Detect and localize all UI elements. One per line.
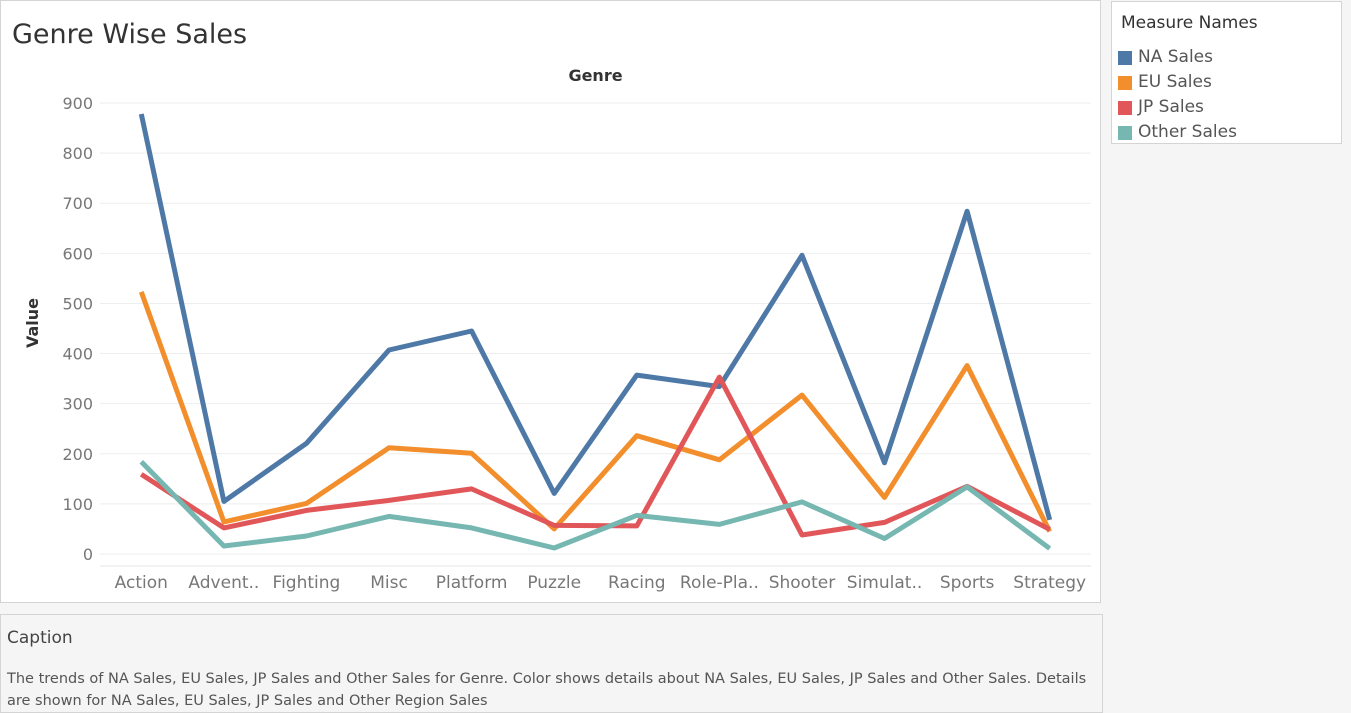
legend-label-other-sales: Other Sales [1138,122,1237,142]
legend-label-na-sales: NA Sales [1138,47,1213,67]
line-chart: 900 800 700 600 500 400 300 200 100 0 Action Advent… [23,66,1091,593]
x-tick-label: Shooter [769,573,835,593]
legend-swatch-na-sales [1118,51,1132,65]
y-tick-label: 100 [62,495,93,514]
y-tick-label: 500 [62,294,93,313]
x-tick-label: Simulat.. [847,573,922,593]
series-line-other-sales [139,460,1052,551]
x-tick-label: Strategy [1013,573,1086,593]
legend-item-jp-sales[interactable]: JP Sales [1118,97,1338,119]
y-tick-label: 800 [62,144,93,163]
y-tick-label: 300 [62,395,93,414]
x-tick-label: Role-Pla.. [680,573,759,593]
x-tick-label: Advent.. [188,573,259,593]
legend-swatch-eu-sales [1118,76,1132,90]
x-tick-label: Platform [436,573,508,593]
legend-swatch-other-sales [1118,126,1132,140]
x-axis-title: Genre [568,66,622,85]
x-tick-label: Misc [370,573,408,593]
legend-label-jp-sales: JP Sales [1138,97,1204,117]
y-tick-label: 0 [83,545,93,564]
chart-panel: Genre Wise Sales 900 800 700 600 500 400 300 20… [0,0,1101,603]
y-tick-label: 200 [62,445,93,464]
legend-item-na-sales[interactable]: NA Sales [1118,47,1338,69]
series-line-eu-sales [138,291,1052,533]
x-tick-label: Action [115,573,168,593]
legend-title: Measure Names [1121,13,1258,33]
x-tick-label: Fighting [273,573,341,593]
series-line-na-sales [138,113,1053,521]
legend-panel: Measure Names NA Sales EU Sales JP Sales… [1111,1,1342,144]
y-tick-label: 700 [62,194,93,213]
x-tick-label: Racing [608,573,666,593]
y-tick-label: 400 [62,345,93,364]
x-tick-label: Puzzle [527,573,581,593]
legend-label-eu-sales: EU Sales [1138,72,1212,92]
y-tick-label: 600 [62,244,93,263]
series-line-jp-sales [139,374,1051,538]
caption-panel: Caption The trends of NA Sales, EU Sales… [0,614,1103,713]
chart-title: Genre Wise Sales [12,19,248,50]
y-axis-title: Value [23,298,42,348]
legend-swatch-jp-sales [1118,101,1132,115]
y-tick-label: 900 [62,94,93,113]
caption-text: The trends of NA Sales, EU Sales, JP Sal… [7,671,1087,709]
legend-item-eu-sales[interactable]: EU Sales [1118,72,1338,94]
legend-item-other-sales[interactable]: Other Sales [1118,122,1338,144]
x-tick-label: Sports [940,573,995,593]
caption-title: Caption [7,628,73,648]
